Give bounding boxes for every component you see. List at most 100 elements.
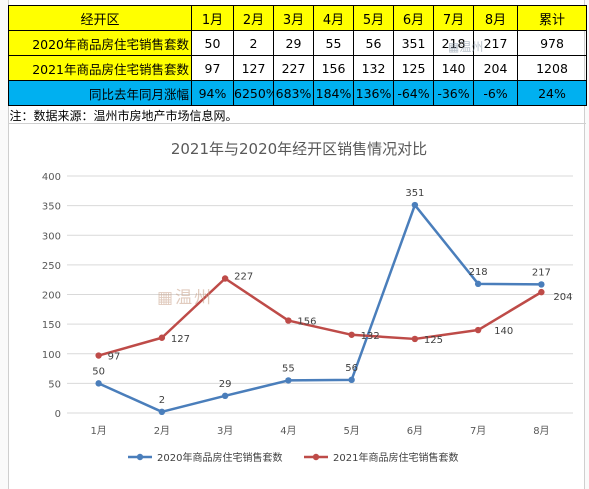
table-cell[interactable]: 227 [273, 55, 314, 81]
y-tick-label: 50 [48, 379, 61, 390]
y-tick-label: 300 [42, 231, 61, 242]
legend-label: 2020年商品房住宅销售套数 [157, 451, 282, 464]
table-cell[interactable]: 978 [517, 30, 587, 56]
table-cell[interactable]: 1208 [517, 55, 587, 81]
table-cell[interactable]: 683% [273, 80, 314, 106]
header-cell[interactable]: 6月 [393, 5, 434, 31]
data-point [538, 288, 545, 296]
header-cell[interactable]: 5月 [353, 5, 394, 31]
row-label-cell[interactable]: 同比去年同月涨幅 [8, 80, 192, 106]
table-cell[interactable]: -64% [393, 80, 434, 106]
header-cell[interactable]: 累计 [517, 5, 587, 31]
table-cell[interactable]: 204 [473, 55, 518, 81]
data-label: 127 [171, 334, 190, 345]
data-label: 55 [282, 363, 295, 374]
table-header-row: 经开区 1月 2月 3月 4月 5月 6月 7月 8月 累计 [8, 5, 587, 31]
table-cell[interactable]: 127 [233, 55, 274, 81]
table-cell[interactable]: 97 [191, 55, 234, 81]
data-point [285, 377, 292, 384]
data-label: 218 [469, 267, 488, 278]
data-point [348, 376, 355, 384]
header-cell[interactable]: 经开区 [8, 5, 192, 31]
table-cell[interactable]: 140 [433, 55, 474, 81]
table-note-row: 注：数据来源：温州市房地产市场信息网。 [9, 106, 587, 125]
table-cell[interactable]: 55 [313, 30, 354, 56]
data-point [285, 317, 292, 324]
data-point [474, 280, 482, 288]
row-label-cell[interactable]: 2020年商品房住宅销售套数 [8, 30, 192, 56]
table-cell[interactable]: 56 [353, 30, 394, 56]
data-point [538, 281, 545, 288]
x-tick-label: 5月 [343, 425, 359, 437]
data-label: 204 [553, 292, 572, 303]
x-tick-label: 3月 [217, 425, 233, 437]
data-point [95, 380, 102, 387]
table-cell[interactable]: 184% [313, 80, 354, 106]
x-tick-label: 7月 [470, 425, 486, 437]
data-label: 217 [532, 267, 551, 278]
table-cell[interactable]: 94% [191, 80, 234, 106]
table-cell[interactable]: 217 [473, 30, 518, 56]
x-tick-label: 4月 [280, 425, 296, 437]
header-cell[interactable]: 3月 [273, 5, 314, 31]
table-cell[interactable]: -6% [473, 80, 518, 106]
series-line [98, 203, 542, 414]
x-tick-label: 6月 [407, 425, 423, 437]
row-label-cell[interactable]: 2021年商品房住宅销售套数 [8, 55, 192, 81]
data-point [348, 331, 355, 338]
legend-marker [136, 453, 144, 461]
source-note[interactable]: 注：数据来源：温州市房地产市场信息网。 [9, 108, 238, 123]
table-cell[interactable]: 50 [191, 30, 234, 56]
sheet-left-edge [0, 0, 9, 489]
table-cell[interactable]: 125 [393, 55, 434, 81]
data-label: 227 [234, 272, 253, 283]
data-point [411, 201, 419, 209]
data-point [158, 334, 166, 341]
table-row-yoy: 同比去年同月涨幅 94% 6250% 683% 184% 136% -64% -… [8, 80, 587, 106]
table-cell[interactable]: 24% [517, 80, 587, 106]
table-row-2021: 2021年商品房住宅销售套数 97 127 227 156 132 125 14… [8, 55, 587, 81]
legend-label: 2021年商品房住宅销售套数 [333, 451, 458, 464]
table-cell[interactable]: 29 [273, 30, 314, 56]
data-label: 125 [424, 335, 443, 346]
y-tick-label: 250 [42, 261, 61, 272]
data-label: 29 [219, 379, 232, 390]
data-point [221, 392, 229, 400]
chart-top-border [8, 123, 586, 124]
data-label: 56 [345, 363, 358, 374]
data-point [158, 408, 166, 416]
data-point [221, 275, 229, 282]
y-tick-label: 200 [42, 291, 61, 302]
data-point [474, 326, 482, 334]
series-line [98, 277, 543, 357]
line-chart[interactable]: 2021年与2020年经开区销售情况对比05010015020025030035… [8, 124, 586, 486]
y-tick-label: 0 [55, 409, 61, 420]
watermark-logo-small: ▦温州 [448, 40, 484, 54]
header-cell[interactable]: 1月 [191, 5, 234, 31]
table-cell[interactable]: 2 [233, 30, 274, 56]
x-tick-label: 1月 [90, 425, 106, 437]
header-cell[interactable]: 2月 [233, 5, 274, 31]
x-tick-label: 2月 [154, 425, 170, 437]
table-cell[interactable]: 132 [353, 55, 394, 81]
header-cell[interactable]: 7月 [433, 5, 474, 31]
table-cell[interactable]: 6250% [233, 80, 274, 106]
y-tick-label: 400 [42, 172, 61, 183]
table-row-2020: 2020年商品房住宅销售套数 50 2 29 55 56 351 218 217… [8, 30, 587, 56]
data-label: 50 [92, 366, 105, 377]
y-tick-label: 150 [42, 320, 61, 331]
table-cell[interactable]: 351 [393, 30, 434, 56]
data-label: 140 [494, 326, 513, 337]
data-label: 156 [297, 317, 316, 328]
y-tick-label: 100 [42, 350, 61, 361]
table-cell[interactable]: 136% [353, 80, 394, 106]
data-label: 351 [405, 188, 424, 199]
header-cell[interactable]: 8月 [473, 5, 518, 31]
header-cell[interactable]: 4月 [313, 5, 354, 31]
data-point [95, 352, 102, 359]
data-label: 97 [108, 352, 121, 363]
table-cell[interactable]: -36% [433, 80, 474, 106]
table-cell[interactable]: 156 [313, 55, 354, 81]
x-tick-label: 8月 [533, 425, 549, 437]
data-point [411, 335, 419, 343]
